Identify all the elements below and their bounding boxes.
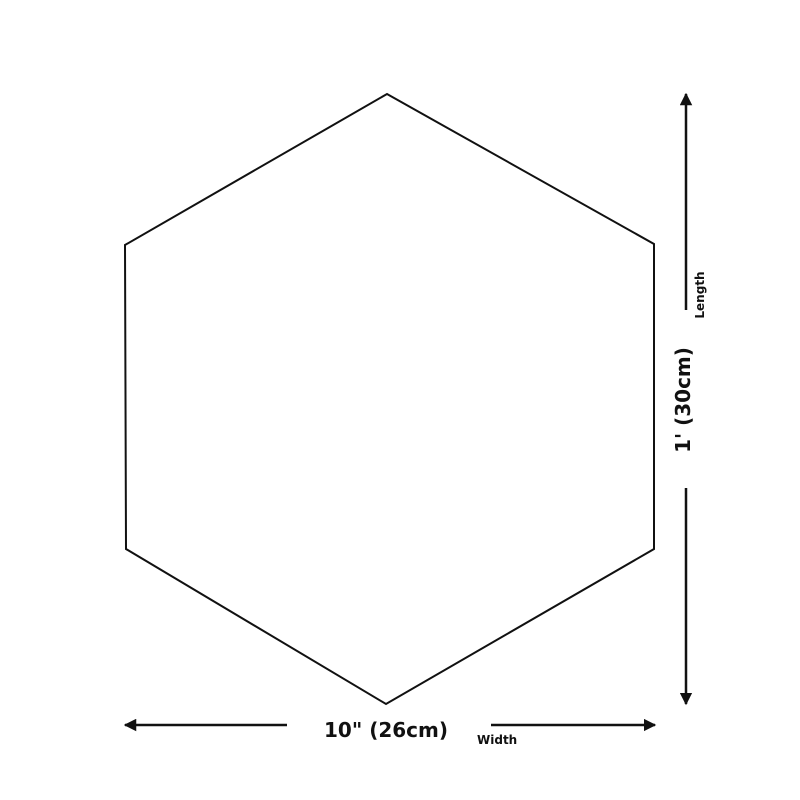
length-label: Length <box>693 271 707 319</box>
width-label: Width <box>477 733 518 747</box>
length-value: 1' (30cm) <box>671 347 695 453</box>
hexagon-outline <box>123 92 655 706</box>
width-value: 10" (26cm) <box>323 718 449 742</box>
